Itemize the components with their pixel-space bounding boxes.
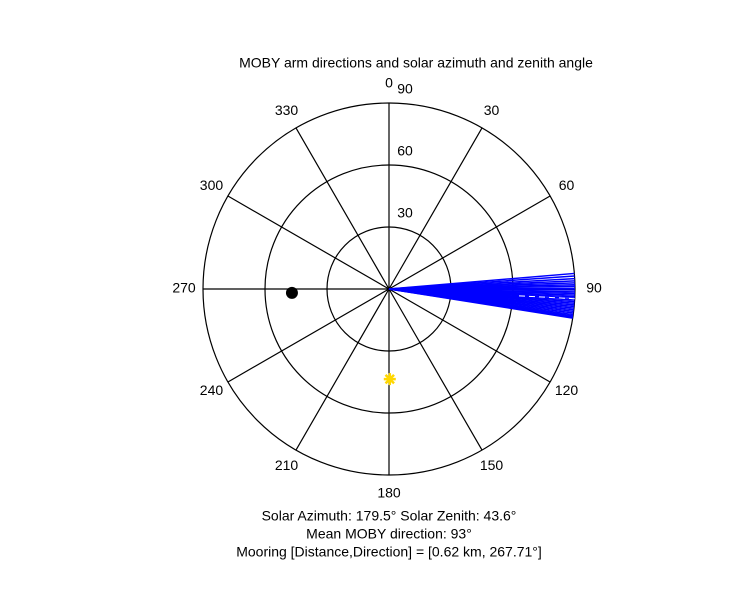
spoke (388, 127, 483, 290)
theta-tick-label: 30 (484, 102, 500, 118)
spoke (295, 288, 390, 451)
spoke (388, 288, 483, 451)
chart-title: MOBY arm directions and solar azimuth an… (239, 55, 593, 71)
footer-text: Mooring [Distance,Direction] = [0.62 km,… (236, 544, 542, 560)
theta-tick-label: 90 (586, 280, 602, 296)
sun-point (383, 373, 396, 386)
spoke (388, 288, 551, 383)
spoke (227, 195, 390, 290)
spoke (227, 288, 390, 383)
r-tick-label: 90 (397, 81, 413, 97)
theta-tick-label: 270 (172, 280, 196, 296)
theta-tick-label: 0 (385, 75, 393, 91)
theta-tick-label: 120 (555, 382, 579, 398)
sun-ray (384, 373, 395, 385)
theta-tick-label: 150 (480, 457, 504, 473)
spoke (388, 195, 551, 290)
footer-text: Solar Azimuth: 179.5° Solar Zenith: 43.6… (262, 508, 517, 524)
theta-tick-label: 240 (200, 382, 224, 398)
theta-tick-label: 330 (275, 102, 299, 118)
r-tick-label: 30 (397, 205, 413, 221)
theta-tick-label: 210 (275, 457, 299, 473)
mooring-point (285, 286, 298, 299)
spoke (295, 127, 390, 290)
theta-tick-label: 60 (559, 177, 575, 193)
footer-text: Mean MOBY direction: 93° (306, 526, 472, 542)
theta-tick-label: 300 (200, 177, 224, 193)
theta-tick-label: 180 (377, 485, 401, 501)
r-tick-label: 60 (397, 143, 413, 159)
arm-direction (388, 288, 573, 319)
